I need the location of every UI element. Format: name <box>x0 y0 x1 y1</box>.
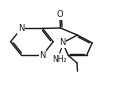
Text: N: N <box>18 24 24 33</box>
Text: N: N <box>59 38 66 47</box>
Text: NH₂: NH₂ <box>52 55 67 64</box>
Text: N: N <box>39 51 46 60</box>
Text: O: O <box>57 10 63 19</box>
